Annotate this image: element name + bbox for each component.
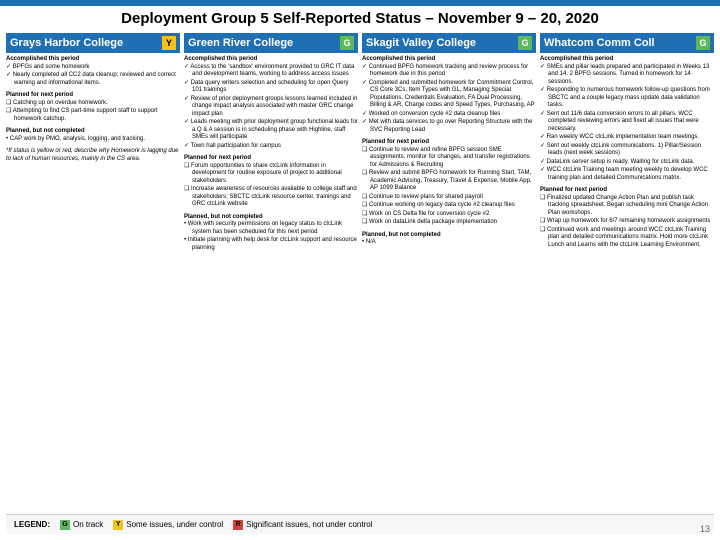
list-item: Increase awareness of resources availabl…: [184, 186, 358, 209]
columns: Grays Harbor College Y Accomplished this p…: [0, 33, 720, 257]
list-item: Review of prior deployment groups lesson…: [184, 96, 358, 119]
section-heading: Accomplished this period: [184, 56, 358, 64]
list-item: Sent out 11/6 data conversion errors to …: [540, 111, 714, 134]
list-item: Continue to review and refine BPFG sessi…: [362, 147, 536, 170]
list-item: Leads meeting with prior deployment grou…: [184, 119, 358, 142]
list-item: Attempting to find CS part-time support …: [6, 108, 180, 123]
section-heading: Planned, but not completed: [184, 214, 358, 222]
list-item: Review and submit BPFG homework for Runn…: [362, 170, 536, 193]
list-item: CAP work by PMO, analysis, logging, and …: [6, 136, 180, 144]
college-name: Whatcom Comm Coll: [544, 37, 655, 49]
list-item: Worked on conversion cycle #2 data clean…: [362, 111, 536, 119]
page-number: 13: [700, 524, 710, 534]
list-item: WCC ctcLink Training team meeting weekly…: [540, 167, 714, 182]
section-heading: Planned for next period: [540, 187, 714, 195]
list-item: Data query writers selection and schedul…: [184, 80, 358, 95]
list-item: Forum opportunities to share ctcLink inf…: [184, 163, 358, 186]
list-item: Finalized updated Change Action Plan and…: [540, 195, 714, 218]
list-item: Completed and submitted homework for Com…: [362, 80, 536, 110]
list-item: Initiate planning with help desk for ctc…: [184, 237, 358, 252]
column-header: Skagit Valley College G: [362, 33, 536, 53]
list-item: BPFGs and some homework: [6, 64, 180, 72]
list-item: Responding to numerous homework follow-u…: [540, 87, 714, 110]
college-name: Green River College: [188, 37, 293, 49]
section-heading: Planned, but not completed: [6, 128, 180, 136]
list-item: DataLink server setup is ready. Waiting …: [540, 159, 714, 167]
section-heading: Planned for next period: [6, 92, 180, 100]
section-heading: Planned for next period: [184, 155, 358, 163]
status-badge: G: [696, 36, 710, 50]
column-header: Whatcom Comm Coll G: [540, 33, 714, 53]
section-heading: Planned for next period: [362, 139, 536, 147]
status-badge: Y: [162, 36, 176, 50]
list-item: Wrap up homework for 6/7 remaining homew…: [540, 218, 714, 226]
list-item: SMEs and pillar leads prepared and parti…: [540, 64, 714, 87]
college-name: Skagit Valley College: [366, 37, 476, 49]
list-item: Continued BPFG homework tracking and rev…: [362, 64, 536, 79]
page-title: Deployment Group 5 Self-Reported Status …: [0, 6, 720, 33]
list-item: Ran weekly WCC ctcLink implementation te…: [540, 134, 714, 142]
list-item: Work on dataLink delta package implement…: [362, 219, 536, 227]
list-item: Continue working on legacy data cycle #2…: [362, 202, 536, 210]
list-item: Town hall participation for campus: [184, 143, 358, 151]
status-badge: G: [518, 36, 532, 50]
list-item: Sent out weekly ctcLink communications. …: [540, 143, 714, 158]
section-heading: Planned, but not completed: [362, 232, 536, 240]
column-header: Grays Harbor College Y: [6, 33, 180, 53]
section-heading: Accomplished this period: [362, 56, 536, 64]
list-item: Continue to review plans for shared payr…: [362, 194, 536, 202]
list-item: Met with data services to go over Report…: [362, 119, 536, 134]
college-name: Grays Harbor College: [10, 37, 123, 49]
list-item: Work on CS Delta file for conversion cyc…: [362, 211, 536, 219]
list-item: N/A: [362, 239, 536, 247]
status-badge: G: [340, 36, 354, 50]
column-header: Green River College G: [184, 33, 358, 53]
list-item: Catching up on overdue homework.: [6, 100, 180, 108]
note-text: *If status is yellow or red, describe wh…: [6, 148, 180, 163]
list-item: Continued work and meetings around WCC c…: [540, 227, 714, 250]
section-heading: Accomplished this period: [6, 56, 180, 64]
legend: LEGEND: GOn track YSome issues, under co…: [6, 514, 714, 534]
list-item: Work with security permissions on legacy…: [184, 221, 358, 236]
section-heading: Accomplished this period: [540, 56, 714, 64]
list-item: Access to the 'sandbox' environment prov…: [184, 64, 358, 79]
list-item: Nearly completed all CC2 data cleanup; r…: [6, 72, 180, 87]
